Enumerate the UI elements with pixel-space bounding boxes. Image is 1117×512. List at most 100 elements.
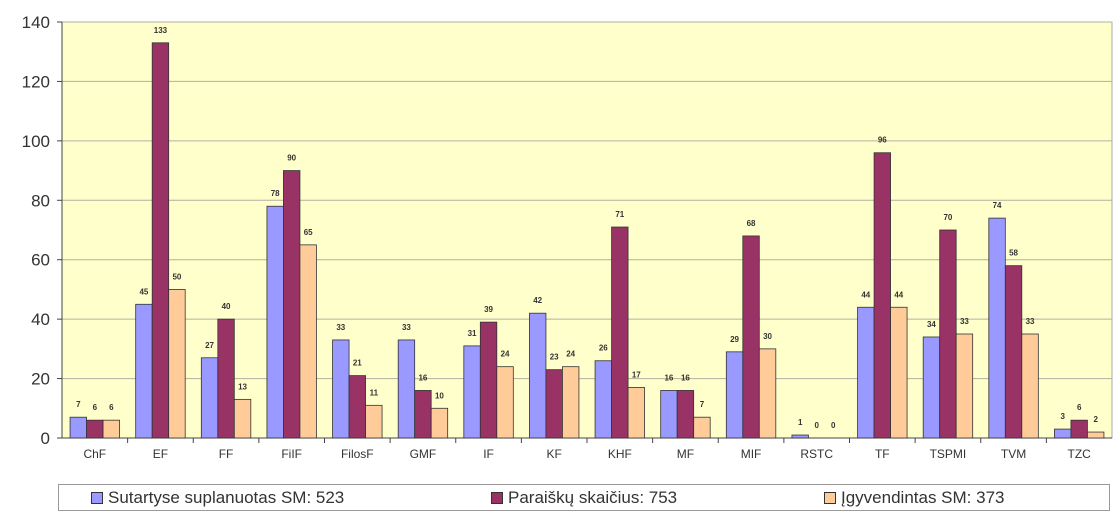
data-label: 16 — [418, 373, 427, 382]
data-label: 30 — [763, 332, 772, 341]
bar — [660, 390, 678, 439]
bar — [676, 390, 695, 439]
bar — [348, 375, 366, 439]
bar — [1004, 265, 1023, 439]
bar — [1087, 431, 1105, 439]
bar — [922, 336, 941, 439]
data-label: 6 — [109, 403, 114, 412]
data-label: 78 — [271, 189, 280, 198]
data-label: 50 — [172, 272, 181, 281]
data-label: 68 — [747, 219, 756, 228]
x-tick-label: FiIF — [281, 447, 302, 461]
x-tick-label: KF — [547, 447, 562, 461]
data-label: 29 — [730, 335, 739, 344]
legend-label-series-1: Sutartyse suplanuotas SM: 523 — [108, 488, 345, 507]
data-label: 0 — [814, 421, 819, 430]
bar — [102, 419, 120, 439]
data-label: 31 — [468, 329, 477, 338]
x-tick-label: TSPMI — [930, 447, 967, 461]
data-label: 133 — [154, 26, 168, 35]
data-label: 27 — [205, 341, 214, 350]
bar — [1021, 333, 1039, 439]
y-tick-label: 60 — [31, 251, 50, 270]
data-label: 17 — [632, 370, 641, 379]
data-label: 11 — [370, 388, 379, 397]
data-label: 33 — [402, 323, 411, 332]
y-tick-label: 0 — [41, 429, 50, 448]
bar — [69, 416, 87, 439]
y-tick-label: 20 — [31, 370, 50, 389]
bar — [266, 205, 284, 439]
bar — [758, 348, 777, 439]
bar — [529, 312, 547, 439]
bar — [594, 360, 612, 439]
bar — [955, 333, 974, 439]
x-tick-label: TZC — [1068, 447, 1092, 461]
legend-label-series-2: Paraiškų skaičius: 753 — [508, 488, 678, 507]
data-label: 2 — [1093, 415, 1098, 424]
x-tick-label: EF — [153, 447, 168, 461]
data-label: 16 — [664, 373, 673, 382]
data-label: 40 — [222, 302, 231, 311]
data-label: 13 — [238, 382, 247, 391]
data-label: 34 — [927, 320, 936, 329]
data-label: 71 — [615, 210, 624, 219]
x-tick-label: FilosF — [341, 447, 374, 461]
bar — [283, 170, 301, 439]
bar — [791, 434, 809, 439]
bar — [988, 217, 1006, 439]
legend-item-series-2: Paraiškų skaičius: 753 — [491, 488, 677, 508]
legend: Sutartyse suplanuotas SM: 523 Paraiškų s… — [58, 484, 1110, 511]
x-tick-label: FF — [219, 447, 234, 461]
data-label: 7 — [76, 400, 81, 409]
bar — [332, 339, 350, 439]
legend-item-series-1: Sutartyse suplanuotas SM: 523 — [91, 488, 344, 508]
bar — [200, 357, 219, 439]
legend-label-series-3: Įgyvendintas SM: 373 — [841, 488, 1005, 507]
bar — [873, 152, 891, 439]
x-tick-label: GMF — [410, 447, 437, 461]
data-label: 44 — [861, 290, 870, 299]
x-tick-label: TVM — [1001, 447, 1026, 461]
data-label: 45 — [139, 287, 148, 296]
data-label: 3 — [1060, 412, 1065, 421]
bar — [233, 398, 252, 439]
bar — [693, 416, 711, 439]
bar — [562, 366, 580, 439]
data-label: 6 — [93, 403, 98, 412]
y-tick-label: 40 — [31, 310, 50, 329]
legend-swatch-series-2 — [491, 492, 503, 504]
bar — [86, 419, 104, 439]
data-label: 33 — [960, 317, 969, 326]
y-tick-label: 80 — [31, 191, 50, 210]
x-tick-label: RSTC — [800, 447, 833, 461]
x-tick-label: MIF — [741, 447, 762, 461]
legend-item-series-3: Įgyvendintas SM: 373 — [824, 488, 1004, 508]
data-label: 70 — [943, 213, 952, 222]
y-tick-label: 100 — [22, 132, 50, 151]
bar — [479, 321, 498, 439]
x-tick-label: IF — [483, 447, 494, 461]
bar — [857, 306, 875, 439]
data-label: 0 — [831, 421, 836, 430]
bar — [151, 42, 170, 439]
bar — [611, 226, 629, 439]
bar — [545, 369, 563, 439]
bar — [496, 366, 514, 439]
legend-swatch-series-1 — [91, 492, 103, 504]
bar — [299, 244, 317, 439]
data-label: 23 — [550, 353, 559, 362]
bar — [725, 351, 744, 439]
bar — [365, 404, 383, 439]
y-tick-label: 140 — [22, 13, 50, 32]
data-label: 6 — [1077, 403, 1082, 412]
bar — [217, 318, 235, 439]
bar — [1054, 428, 1072, 439]
x-tick-label: MF — [677, 447, 694, 461]
bar — [742, 235, 760, 439]
data-label: 33 — [336, 323, 345, 332]
data-label: 74 — [993, 201, 1002, 210]
x-tick-label: ChF — [83, 447, 106, 461]
